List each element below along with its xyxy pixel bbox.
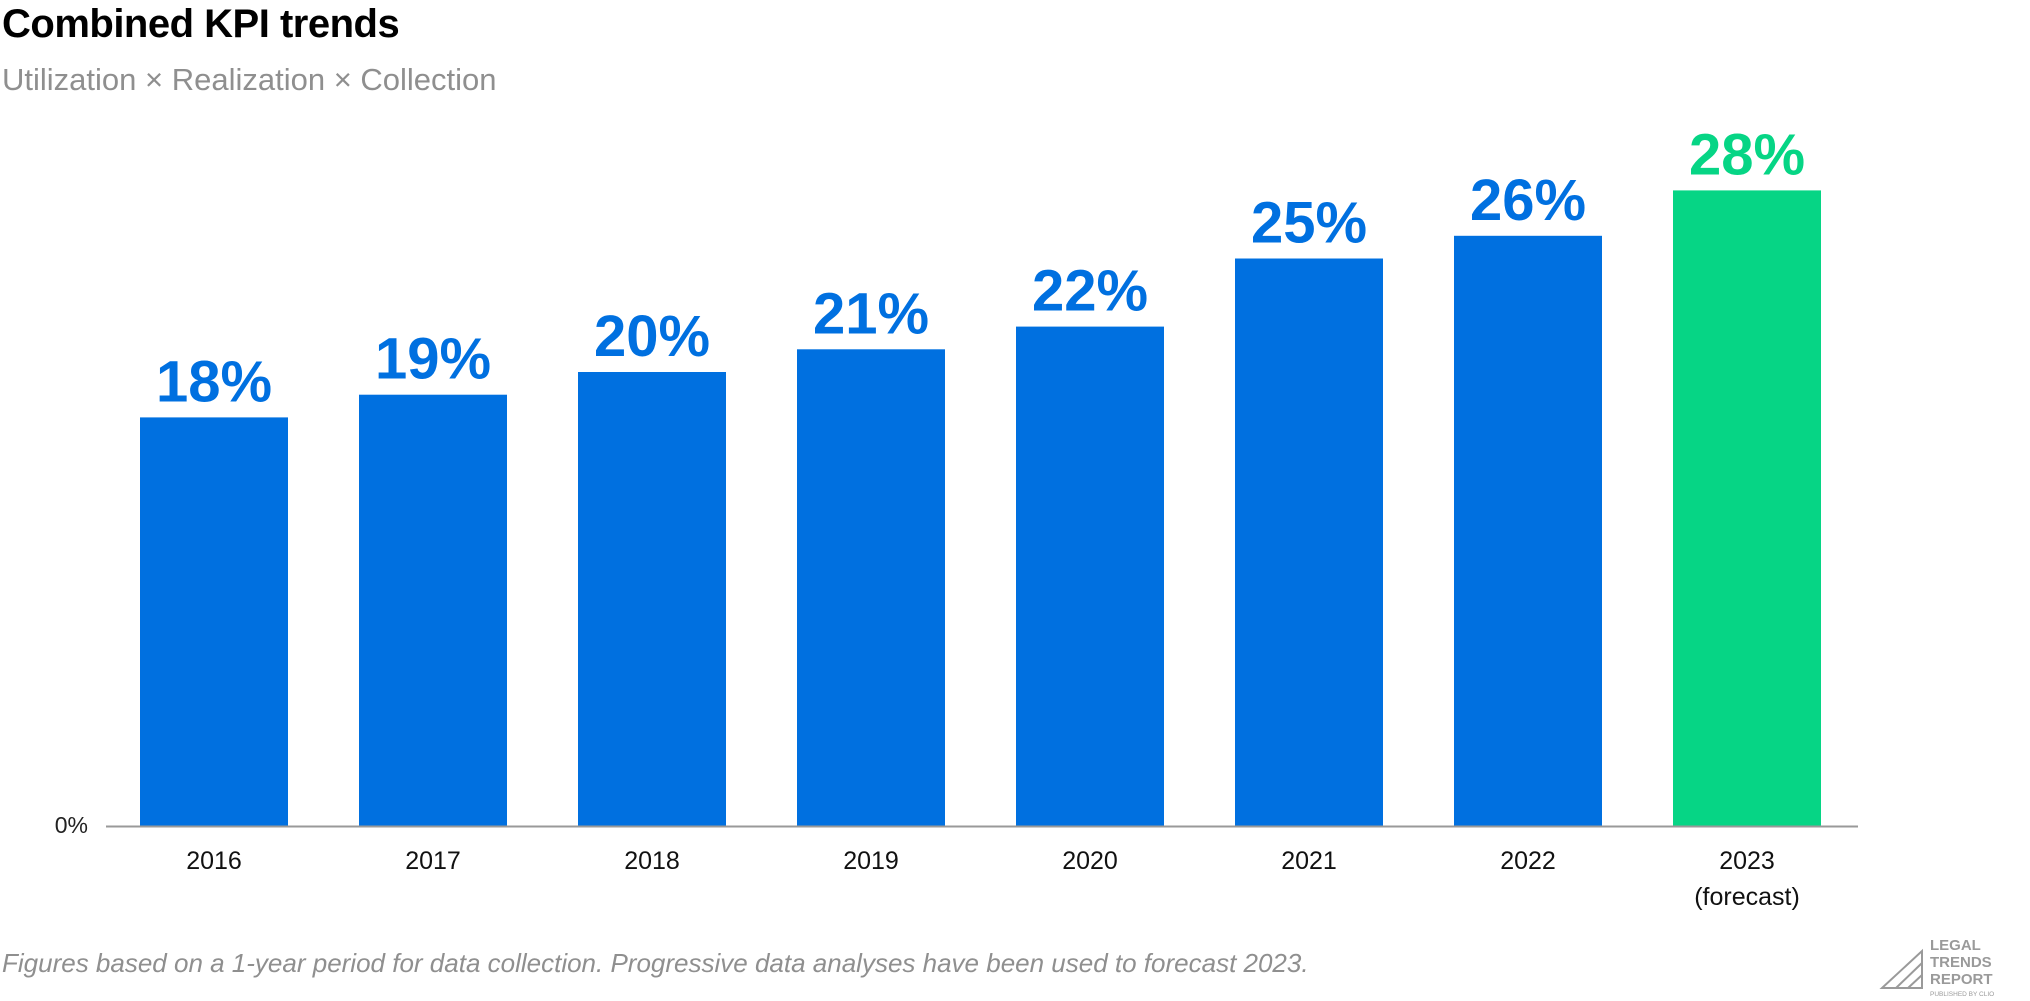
footnote: Figures based on a 1-year period for dat… [2,948,1309,978]
x-tick-label-4: 2020 [1062,847,1118,875]
chart-title: Combined KPI trends [2,2,400,46]
bar-value-label-7: 28% [1689,122,1805,187]
bar-7 [1673,190,1821,826]
bar-value-label-2: 20% [594,304,710,369]
logo-text-line-3: REPORT [1930,971,1993,988]
bar-value-label-0: 18% [156,349,272,414]
x-tick-label-7: 2023 (forecast) [1694,847,1800,911]
chart-subtitle: Utilization × Realization × Collection [2,62,497,97]
bar-value-label-5: 25% [1251,191,1367,256]
value-labels-group: 18% 19% 20% 21% 22% 25% 26% 28% [156,122,1805,414]
x-tick-label-2: 2018 [624,847,680,875]
x-tick-label-5: 2021 [1281,847,1337,875]
bar-4 [1016,326,1164,826]
x-tick-label-3: 2019 [843,847,899,875]
logo-text-line-2: TRENDS [1930,954,1992,971]
bar-3 [797,349,945,826]
bar-2 [578,372,726,826]
bar-value-label-1: 19% [375,327,491,392]
bar-value-label-4: 22% [1032,259,1148,324]
bar-value-label-3: 21% [813,281,929,346]
logo-mark-icon [1879,948,1923,989]
x-tick-label-1: 2017 [405,847,461,875]
bar-value-label-6: 26% [1470,168,1586,233]
y-axis-zero-label: 0% [55,812,88,838]
bar-0 [140,417,288,826]
legal-trends-report-logo: LEGAL TRENDS REPORT PUBLISHED BY CLIO [1879,937,1994,998]
bar-chart: 18% 19% 20% 21% 22% 25% 26% 28% 0% 2016 2017 2018… [55,122,1858,911]
bar-6 [1454,235,1602,827]
logo-text-line-1: LEGAL [1930,937,1981,954]
x-tick-labels-group: 2016 2017 2018 2019 2020 2021 2022 2023 (forecas… [186,847,1800,911]
logo-tagline: PUBLISHED BY CLIO [1930,991,1994,998]
x-tick-label-0: 2016 [186,847,242,875]
x-tick-label-6: 2022 [1500,847,1556,875]
bar-1 [359,394,507,826]
bars-group [140,190,1821,827]
bar-5 [1235,258,1383,826]
